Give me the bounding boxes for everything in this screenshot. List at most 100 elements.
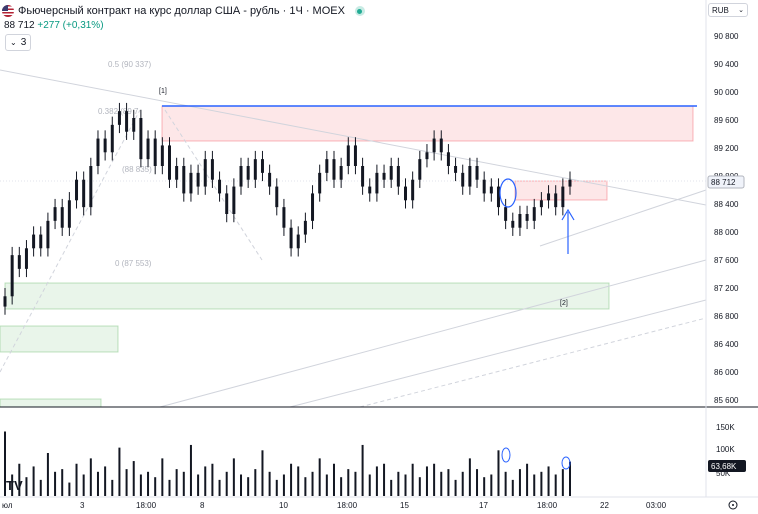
volume-bar bbox=[154, 477, 157, 496]
candle-body bbox=[568, 179, 572, 187]
volume-bar bbox=[25, 477, 28, 496]
candle-body bbox=[539, 200, 543, 208]
candle-body bbox=[260, 159, 264, 173]
volume-highlight-ellipse bbox=[501, 447, 511, 463]
volume-bar bbox=[497, 450, 500, 496]
volume-bar bbox=[390, 479, 393, 496]
volume-bar bbox=[275, 479, 278, 496]
fib-label-mid: (88 835) bbox=[122, 165, 152, 174]
candle-body bbox=[110, 124, 114, 153]
volume-tick: 50K bbox=[716, 469, 731, 478]
fib-label-05: 0.5 (90 337) bbox=[108, 60, 151, 69]
candle-body bbox=[210, 159, 214, 180]
volume-bar bbox=[504, 471, 507, 496]
candle-body bbox=[396, 166, 400, 187]
volume-bar bbox=[311, 471, 314, 496]
candle-body bbox=[146, 138, 150, 160]
volume-bar bbox=[332, 463, 335, 496]
volume-bar bbox=[39, 479, 42, 496]
volume-axis[interactable]: 150K 100K 50K 63,68K bbox=[708, 423, 746, 478]
us-flag-icon bbox=[2, 5, 14, 17]
candle-body bbox=[504, 207, 508, 221]
volume-tick: 150K bbox=[716, 423, 735, 432]
annotation-2: [2] bbox=[560, 300, 568, 307]
volume-bar bbox=[175, 469, 178, 496]
candle-body bbox=[446, 152, 450, 166]
volume-bar bbox=[318, 458, 321, 496]
candle-body bbox=[311, 193, 315, 221]
candle-body bbox=[60, 207, 64, 228]
volume-bar bbox=[147, 471, 150, 496]
volume-bar bbox=[468, 458, 471, 496]
candle-body bbox=[125, 111, 129, 132]
market-open-icon[interactable] bbox=[354, 6, 365, 16]
price-tick: 90 000 bbox=[714, 88, 739, 97]
candle-body bbox=[461, 172, 465, 187]
candle-body bbox=[425, 152, 429, 160]
indicators-collapse-button[interactable]: ⌄ 3 bbox=[5, 34, 32, 51]
candle-body bbox=[3, 296, 7, 307]
trend-line-dashed bbox=[359, 317, 707, 408]
candle-body bbox=[411, 179, 415, 201]
candle-body bbox=[482, 179, 486, 194]
volume-bar bbox=[526, 463, 529, 496]
candle-body bbox=[232, 186, 236, 214]
trend-line-dashed bbox=[164, 109, 263, 261]
volume-bar bbox=[297, 466, 300, 496]
volume-bar bbox=[347, 469, 350, 496]
volume-bar bbox=[490, 474, 493, 496]
volume-bar bbox=[569, 461, 571, 496]
candle-body bbox=[554, 193, 558, 208]
support-zone-lower bbox=[0, 325, 119, 353]
settings-icon-dot bbox=[732, 504, 734, 506]
volume-bar bbox=[247, 477, 250, 496]
volume-bar bbox=[325, 474, 328, 496]
price-tick: 89 200 bbox=[714, 144, 739, 153]
volume-bar bbox=[282, 474, 285, 496]
volume-bar bbox=[11, 474, 14, 496]
settings-icon[interactable] bbox=[728, 500, 738, 510]
volume-bar bbox=[225, 471, 228, 496]
price-tick: 88 400 bbox=[714, 200, 739, 209]
candle-body bbox=[468, 166, 472, 187]
currency-select[interactable]: RUB ⌄ bbox=[708, 3, 748, 17]
candles bbox=[3, 102, 572, 315]
tradingview-logo[interactable]: TV bbox=[6, 478, 23, 493]
candle-body bbox=[239, 166, 243, 187]
candle-body bbox=[246, 166, 250, 180]
candle-body bbox=[353, 145, 357, 166]
price-change: +277 (+0,31%) bbox=[37, 20, 104, 31]
candle-body bbox=[404, 186, 408, 201]
volume-bar bbox=[518, 469, 521, 496]
price-tick: 90 800 bbox=[714, 32, 739, 41]
candle-body bbox=[89, 166, 93, 208]
candle-body bbox=[511, 220, 515, 228]
time-tick: 18:00 bbox=[337, 501, 358, 510]
last-price: 88 712 bbox=[4, 20, 35, 31]
volume-bar bbox=[132, 461, 135, 496]
candle-body bbox=[389, 166, 393, 180]
time-axis[interactable]: юл 3 18:00 8 10 18:00 15 17 18:00 22 03:… bbox=[2, 501, 667, 510]
candle-body bbox=[189, 172, 193, 194]
time-tick: 3 bbox=[80, 501, 85, 510]
volume-bar bbox=[240, 474, 243, 496]
volume-bar bbox=[182, 471, 185, 496]
price-tick: 90 400 bbox=[714, 60, 739, 69]
volume-bar bbox=[218, 479, 221, 496]
candle-body bbox=[225, 193, 229, 214]
volume-bar bbox=[68, 482, 71, 496]
candle-body bbox=[17, 255, 21, 269]
volume-bar bbox=[368, 474, 371, 496]
price-tick: 89 600 bbox=[714, 116, 739, 125]
candle-body bbox=[103, 138, 107, 153]
trend-line bbox=[0, 69, 707, 206]
symbol-title[interactable]: Фьючерсный контракт на курс доллар США -… bbox=[18, 5, 345, 17]
volume-bar bbox=[540, 471, 543, 496]
time-tick: 17 bbox=[479, 501, 488, 510]
volume-bars bbox=[4, 431, 571, 496]
volume-bar bbox=[511, 479, 514, 496]
volume-bar bbox=[89, 458, 92, 496]
price-axis[interactable]: 90 800 90 400 90 000 89 600 89 200 88 80… bbox=[707, 32, 745, 405]
candle-body bbox=[303, 220, 307, 235]
